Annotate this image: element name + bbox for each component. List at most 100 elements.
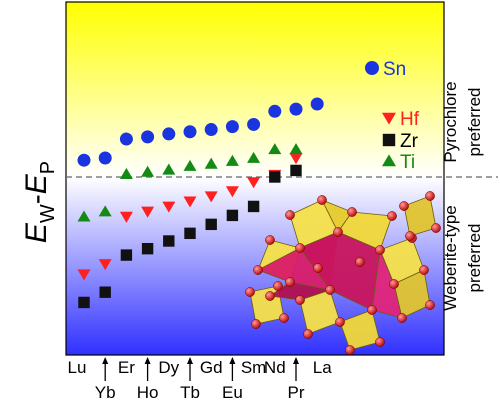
- ti-point-lu: [77, 210, 91, 222]
- data-marks: [77, 97, 324, 309]
- oxygen-atom-1: [317, 195, 327, 205]
- sn-point-pr: [289, 102, 303, 116]
- crystal-structure-illustration: [245, 191, 441, 355]
- oxygen-atom-9: [375, 245, 385, 255]
- hf-point-yb: [98, 259, 112, 271]
- oxygen-atom-7: [253, 265, 263, 275]
- weberite-preferred-label: preferred: [465, 224, 484, 293]
- sn-point-lu: [77, 153, 91, 167]
- oxygen-atom-21: [345, 345, 355, 355]
- oxygen-atom-22: [245, 287, 255, 297]
- zr-point-yb: [99, 286, 111, 298]
- x-tick-arrowhead-ho: [144, 357, 151, 364]
- series-zr: [78, 164, 302, 309]
- hf-point-tb: [183, 196, 197, 208]
- zr-point-ho: [141, 242, 154, 255]
- oxygen-atom-11: [419, 265, 429, 275]
- zr-point-eu: [226, 209, 239, 222]
- sn-point-tb: [183, 125, 197, 139]
- oxygen-atom-24: [279, 313, 289, 323]
- oxygen-atom-12: [389, 279, 399, 289]
- x-tick-arrowhead-yb: [102, 357, 109, 364]
- x-tick-arrowhead-tb: [187, 357, 193, 364]
- oxygen-atom-15: [295, 295, 305, 305]
- ti-point-dy: [162, 163, 176, 175]
- zr-point-lu: [78, 296, 90, 309]
- oxygen-atom-28: [431, 223, 441, 233]
- hf-point-sm: [247, 177, 261, 189]
- oxygen-atom-5: [265, 235, 275, 245]
- x-tick-dy: Dy: [158, 358, 179, 377]
- oxygen-atom-6: [285, 277, 295, 287]
- legend-marker-zr: [382, 133, 396, 147]
- zr-point-pr: [290, 164, 302, 177]
- oxygen-atom-23: [273, 281, 283, 291]
- sn-point-er: [119, 132, 133, 146]
- x-tick-yb: Yb: [95, 383, 116, 402]
- oxygen-atom-25: [251, 319, 261, 329]
- oxygen-atom-13: [425, 300, 435, 310]
- oxygen-atom-4: [347, 207, 357, 217]
- pyrochlore-region: [66, 2, 444, 177]
- oxygen-atom-30: [265, 291, 275, 301]
- pyrochlore-label: Pyrochlore: [441, 81, 460, 162]
- ti-point-er: [119, 167, 133, 179]
- series-sn: [77, 97, 324, 167]
- oxygen-atom-20: [375, 337, 385, 347]
- x-tick-sm: Sm: [241, 358, 267, 377]
- oxygen-atom-29: [405, 231, 415, 241]
- oxygen-atom-31: [355, 257, 365, 267]
- oxygen-atom-27: [425, 191, 435, 201]
- x-tick-lu: Lu: [68, 358, 87, 377]
- x-tick-tb: Tb: [180, 383, 200, 402]
- pyrochlore-preferred-label: preferred: [465, 88, 484, 157]
- oxygen-atom-8: [387, 211, 397, 221]
- hf-point-er: [119, 211, 133, 223]
- legend-marker-sn: [365, 61, 379, 75]
- hf-point-gd: [204, 191, 218, 203]
- x-tick-gd: Gd: [200, 358, 223, 377]
- y-axis-label: EW-EP: [20, 161, 59, 243]
- oxygen-atom-32: [313, 263, 323, 273]
- sn-point-gd: [204, 123, 218, 137]
- weberite-label: Weberite-type: [441, 205, 460, 311]
- oxygen-atom-2: [333, 227, 343, 237]
- oxygen-atom-16: [325, 285, 335, 295]
- x-tick-ho: Ho: [137, 383, 159, 402]
- legend-label-ti: Ti: [400, 152, 415, 173]
- sn-point-ho: [141, 130, 155, 144]
- sn-point-eu: [225, 120, 239, 134]
- x-tick-pr: Pr: [288, 383, 305, 402]
- x-tick-arrowhead-pr: [293, 357, 299, 364]
- ti-point-eu: [225, 154, 239, 166]
- zr-point-er: [120, 249, 133, 261]
- ti-point-pr: [289, 143, 303, 155]
- x-tick-er: Er: [118, 358, 135, 377]
- oxygen-atom-0: [285, 210, 295, 220]
- sn-point-la: [310, 97, 324, 111]
- hf-point-dy: [162, 201, 176, 213]
- legend-label-sn: Sn: [383, 59, 406, 80]
- oxygen-atom-14: [397, 313, 407, 323]
- zr-point-tb: [184, 227, 196, 240]
- hf-point-ho: [141, 206, 155, 218]
- zr-point-sm: [247, 200, 260, 213]
- hf-point-pr: [289, 153, 303, 165]
- ti-point-yb: [98, 205, 112, 217]
- hf-point-eu: [225, 186, 239, 198]
- x-tick-nd: Nd: [264, 358, 286, 377]
- hf-point-lu: [77, 269, 91, 281]
- oxygen-atom-17: [335, 317, 345, 327]
- ti-point-tb: [183, 159, 197, 171]
- legend-marker-hf: [382, 112, 396, 125]
- x-tick-eu: Eu: [222, 383, 243, 402]
- zr-point-gd: [205, 218, 217, 231]
- sn-point-yb: [98, 151, 112, 165]
- x-tick-arrowhead-eu: [229, 357, 236, 364]
- ti-point-gd: [204, 157, 218, 169]
- sn-point-dy: [162, 127, 176, 141]
- sn-point-nd: [268, 104, 282, 118]
